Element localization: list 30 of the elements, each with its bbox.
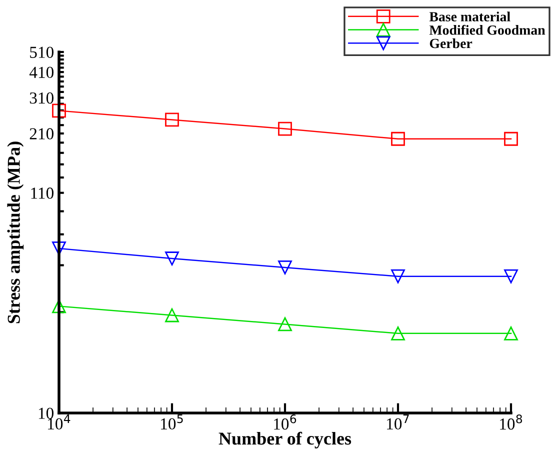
point <box>165 308 179 322</box>
y-tick-label: 210 <box>30 128 54 140</box>
y-tick-label: 310 <box>30 92 54 104</box>
legend-label: Modified Goodman <box>429 24 546 35</box>
point <box>391 326 405 340</box>
point <box>504 326 518 340</box>
point <box>278 260 292 274</box>
x-tick-label: 10$^{5}$ <box>161 414 183 430</box>
y-tick-label: 10 <box>38 408 54 419</box>
y-tick-label: 110 <box>31 188 54 199</box>
point <box>52 299 66 314</box>
point <box>391 132 405 146</box>
x-tick-label: 10$^{7}$ <box>387 414 409 430</box>
y-axis-title: Stress amptitude (MPa) <box>7 142 24 324</box>
point <box>165 112 179 127</box>
x-tick-label: 10$^{6}$ <box>274 414 296 430</box>
point <box>504 269 518 284</box>
x-axis-title: Number of cycles <box>218 432 352 448</box>
legend-label: Gerber <box>430 38 472 48</box>
y-tick-label: 510 <box>30 46 54 58</box>
point <box>391 269 405 284</box>
point <box>52 242 66 256</box>
y-tick-label: 410 <box>29 66 54 78</box>
legend-label: Base material <box>429 12 510 22</box>
point <box>504 132 518 146</box>
point <box>52 104 66 118</box>
x-tick-label: 10$^{8}$ <box>500 414 522 430</box>
point <box>278 317 292 332</box>
point <box>278 122 292 136</box>
point <box>165 252 179 266</box>
